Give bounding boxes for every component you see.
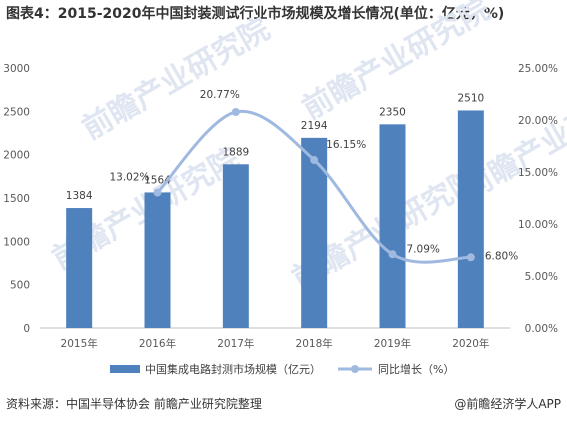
growth-value-label: 13.02%	[109, 172, 149, 184]
growth-point	[388, 250, 397, 259]
y-axis-right: 0.00% 5.00% 10.00% 15.00% 20.00% 25.00%	[518, 63, 558, 335]
x-tick-label: 2019年	[374, 337, 411, 350]
growth-point	[153, 188, 162, 197]
bar-value-label: 1384	[66, 190, 93, 202]
legend-label-line: 同比增长（%）	[378, 362, 454, 376]
x-tick-label: 2016年	[139, 337, 176, 350]
bar-value-label: 1889	[222, 146, 249, 158]
growth-value-label: 7.09%	[407, 243, 440, 255]
legend-label-bar: 中国集成电路封测市场规模（亿元）	[145, 362, 321, 376]
growth-point	[231, 107, 240, 116]
source-note: 资料来源：中国半导体协会 前瞻产业研究院整理	[6, 397, 262, 411]
y-right-tick-label: 0.00%	[525, 323, 558, 335]
y-right-tick-label: 25.00%	[518, 63, 558, 75]
legend-swatch-bar	[110, 365, 140, 373]
growth-value-label: 6.80%	[485, 250, 518, 262]
growth-value-label: 20.77%	[200, 89, 240, 101]
bar	[66, 208, 93, 328]
bar-value-label: 2350	[379, 106, 406, 118]
x-tick-label: 2017年	[217, 337, 254, 350]
y-left-tick-label: 500	[10, 280, 30, 292]
y-left-tick-label: 2000	[3, 150, 30, 162]
x-tick-label: 2018年	[296, 337, 333, 350]
growth-value-label: 16.15%	[326, 139, 366, 151]
growth-point	[466, 253, 475, 262]
bar	[222, 164, 249, 328]
y-right-tick-label: 20.00%	[518, 115, 558, 127]
legend: 中国集成电路封测市场规模（亿元） 同比增长（%）	[110, 362, 454, 376]
y-left-tick-label: 1500	[3, 193, 30, 205]
watermark-text: 前瞻产业研究院	[77, 12, 276, 147]
y-right-tick-label: 5.00%	[525, 271, 558, 283]
bar	[379, 124, 406, 328]
x-tick-label: 2015年	[61, 337, 98, 350]
bar	[144, 192, 171, 328]
y-left-tick-label: 3000	[3, 63, 30, 75]
chart-title: 图表4：2015-2020年中国封装测试行业市场规模及增长情况(单位：亿元，%)	[6, 6, 505, 22]
line-series: 13.02% 20.77% 16.15% 7.09% 6.80%	[109, 89, 518, 264]
y-right-tick-label: 15.00%	[518, 167, 558, 179]
y-left-tick-label: 0	[23, 323, 30, 335]
bar	[457, 110, 484, 328]
x-tick-label: 2020年	[452, 337, 489, 350]
bar-value-label: 2194	[301, 120, 328, 132]
y-right-tick-label: 10.00%	[518, 219, 558, 231]
bar-value-label: 2510	[457, 92, 484, 104]
growth-point	[310, 156, 319, 165]
x-axis-categories: 2015年 2016年 2017年 2018年 2019年 2020年	[61, 337, 490, 350]
bar	[301, 137, 328, 328]
y-axis-left: 0 500 1000 1500 2000 2500 3000	[3, 63, 30, 335]
y-left-tick-label: 2500	[3, 106, 30, 118]
footer: 资料来源：中国半导体协会 前瞻产业研究院整理 @前瞻经济学人APP	[6, 395, 561, 412]
legend-swatch-marker	[351, 365, 359, 373]
brand-credit: @前瞻经济学人APP	[454, 397, 561, 411]
y-left-tick-label: 1000	[3, 236, 30, 248]
